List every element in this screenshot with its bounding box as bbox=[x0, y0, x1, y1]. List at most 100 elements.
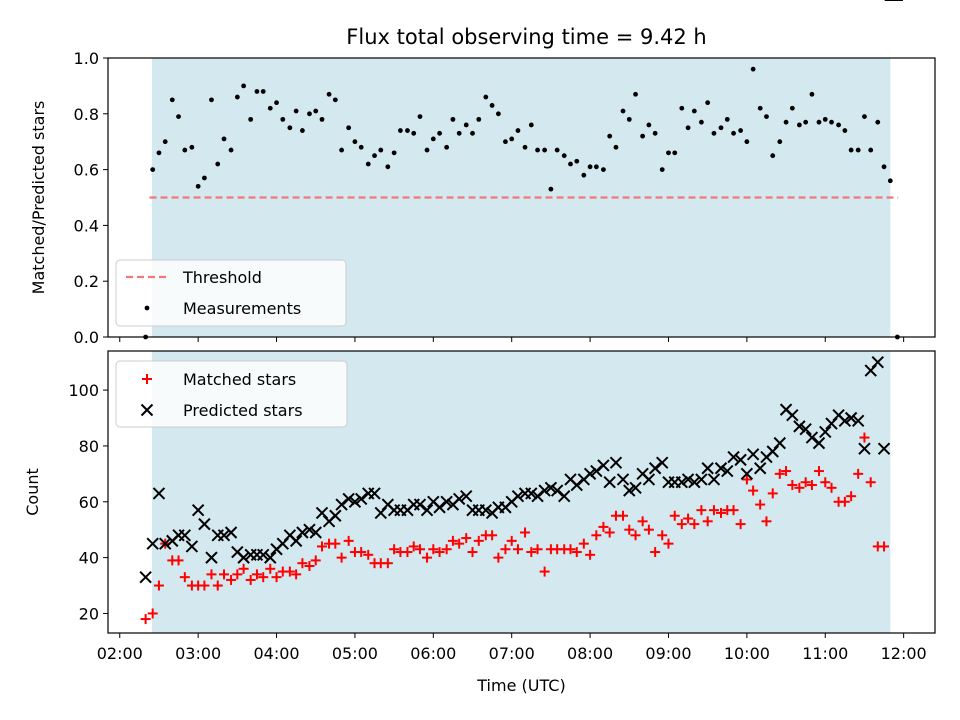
matched-stars-points bbox=[140, 0, 903, 625]
predicted-star-point bbox=[460, 489, 473, 503]
predicted-star-point bbox=[851, 414, 865, 428]
measurement-point bbox=[319, 116, 325, 122]
predicted-star-point bbox=[538, 484, 551, 497]
matched-star-point bbox=[219, 569, 230, 580]
x-tick-label: 10:00 bbox=[724, 644, 770, 663]
matched-star-point bbox=[683, 513, 694, 524]
matched-star-point bbox=[696, 505, 707, 516]
matched-star-point bbox=[520, 527, 531, 538]
predicted-star-point bbox=[531, 489, 544, 503]
measurement-point bbox=[405, 128, 410, 133]
top-y-tick-label: 0.8 bbox=[74, 105, 99, 124]
matched-star-point bbox=[434, 547, 445, 558]
bottom-y-axis-label: Count bbox=[23, 468, 42, 516]
matched-star-point bbox=[702, 516, 713, 527]
top-axes-frame bbox=[107, 57, 936, 338]
matched-star-point bbox=[689, 519, 700, 530]
legend-predicted-marker bbox=[140, 403, 154, 417]
matched-star-point bbox=[212, 580, 223, 591]
predicted-star-point bbox=[844, 411, 858, 425]
predicted-star-point bbox=[623, 484, 636, 497]
measurement-point bbox=[260, 89, 266, 94]
legend-threshold-label: Threshold bbox=[182, 268, 262, 287]
measurement-point bbox=[522, 144, 528, 150]
legend-matched-marker bbox=[142, 374, 152, 384]
measurement-point bbox=[593, 164, 599, 170]
predicted-star-point bbox=[224, 526, 238, 539]
predicted-star-point bbox=[746, 448, 760, 461]
matched-star-point bbox=[604, 527, 615, 538]
predicted-star-point bbox=[264, 551, 277, 564]
predicted-star-point bbox=[237, 551, 250, 564]
measurement-point bbox=[881, 164, 887, 170]
matched-star-point bbox=[356, 547, 367, 558]
measurement-point bbox=[280, 116, 286, 122]
predicted-star-point bbox=[583, 467, 597, 481]
predicted-star-point bbox=[714, 462, 728, 475]
matched-star-point bbox=[389, 544, 400, 555]
bottom-y-tick-label: 40 bbox=[79, 549, 99, 568]
predicted-star-point bbox=[570, 478, 583, 492]
predicted-star-point bbox=[335, 498, 348, 511]
matched-star-point bbox=[487, 530, 498, 541]
bottom-y-tick-label: 100 bbox=[68, 381, 99, 400]
legend-predicted-swatch bbox=[140, 403, 154, 417]
matched-star-point bbox=[402, 547, 413, 558]
matched-star-point bbox=[767, 488, 778, 499]
matched-star-point bbox=[265, 563, 276, 574]
legend-matched-swatch bbox=[142, 374, 152, 384]
matched-star-point bbox=[382, 558, 393, 569]
predicted-star-point bbox=[609, 456, 623, 469]
matched-star-point bbox=[708, 505, 719, 516]
matched-star-point bbox=[879, 541, 890, 552]
matched-star-point bbox=[330, 538, 341, 549]
predicted-star-point bbox=[525, 487, 538, 500]
predicted-star-point bbox=[440, 495, 453, 508]
matched-star-point bbox=[806, 480, 817, 491]
matched-star-point bbox=[650, 547, 661, 558]
measurement-point bbox=[887, 178, 893, 184]
predicted-star-point bbox=[656, 456, 669, 469]
measurement-point bbox=[764, 114, 769, 119]
matched-star-point bbox=[532, 544, 543, 555]
matched-star-point bbox=[755, 499, 766, 510]
measurement-point bbox=[699, 119, 704, 125]
predicted-star-point bbox=[838, 414, 852, 428]
measurement-point bbox=[789, 105, 795, 111]
measurement-point bbox=[176, 114, 181, 119]
bottom-y-tick-label: 20 bbox=[79, 604, 99, 623]
legend-matched-label: Matched stars bbox=[183, 370, 296, 389]
measurement-point bbox=[300, 128, 305, 133]
chart-title: Flux total observing time = 9.42 h bbox=[346, 25, 706, 49]
predicted-star-point bbox=[342, 492, 355, 506]
measurement-point bbox=[705, 100, 711, 106]
x-tick-label: 06:00 bbox=[410, 644, 456, 663]
measurement-point bbox=[561, 153, 567, 159]
x-axis-label: Time (UTC) bbox=[476, 676, 565, 695]
matched-star-point bbox=[526, 547, 537, 558]
matched-star-point bbox=[826, 482, 837, 493]
matched-star-point bbox=[728, 505, 739, 516]
measurement-point bbox=[842, 128, 848, 133]
measurement-point bbox=[339, 147, 344, 153]
bottom-y-tick-label: 60 bbox=[79, 493, 99, 512]
predicted-star-point bbox=[786, 409, 799, 422]
measurement-point bbox=[307, 111, 312, 117]
predicted-star-point bbox=[420, 503, 434, 517]
x-tick-label: 02:00 bbox=[97, 644, 143, 663]
measurement-point bbox=[515, 128, 521, 133]
matched-star-point bbox=[794, 482, 805, 493]
measurement-point bbox=[234, 94, 240, 100]
matched-star-point bbox=[467, 547, 478, 558]
measurement-point bbox=[875, 119, 881, 125]
matched-star-point bbox=[147, 608, 158, 619]
matched-star-point bbox=[839, 496, 850, 507]
measurement-point bbox=[430, 136, 436, 142]
predicted-star-point bbox=[550, 484, 564, 497]
measurement-point bbox=[691, 108, 697, 114]
matched-star-point bbox=[304, 560, 315, 571]
matched-star-point bbox=[669, 510, 680, 521]
measurement-point bbox=[744, 139, 750, 145]
predicted-star-point bbox=[146, 537, 159, 550]
bottom-axes-frame bbox=[107, 350, 936, 634]
